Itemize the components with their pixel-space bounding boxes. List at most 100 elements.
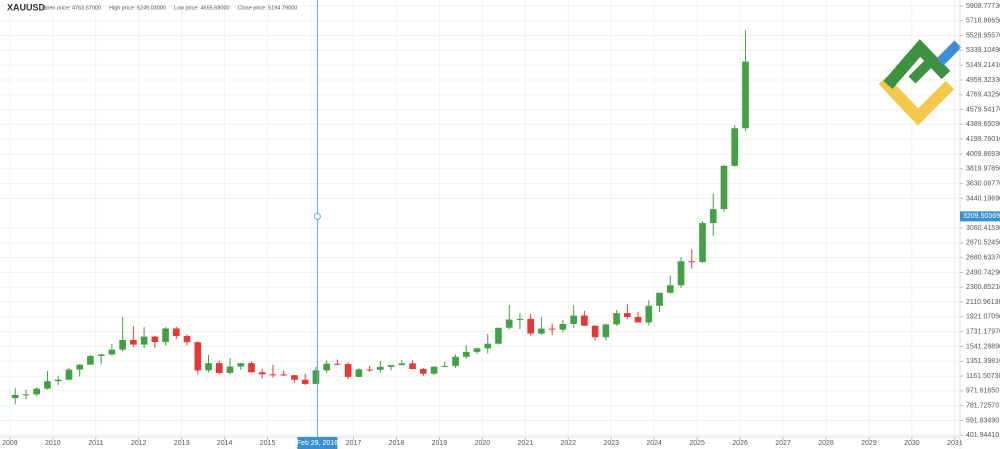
header-field: Close price: 5194.79000 — [238, 5, 298, 11]
x-tick-label: 2031 — [947, 440, 963, 447]
y-tick-label: 3819.97850 — [966, 166, 1000, 173]
candle-body — [183, 336, 191, 343]
y-tick-label: 5908.77730 — [966, 3, 1000, 10]
candle-body — [280, 374, 288, 376]
candle-body — [699, 223, 706, 262]
header-field: High price: 5249.03000 — [109, 5, 166, 11]
y-tick-label: 4199.76010 — [966, 136, 1000, 143]
y-tick-label: 3440.19690 — [966, 195, 1000, 202]
candle-body — [441, 365, 449, 367]
candle-body — [677, 261, 685, 286]
candle-body — [602, 324, 610, 338]
candle-body — [720, 165, 728, 210]
x-tick-label: 2013 — [174, 440, 190, 447]
crosshair-x-label: Feb 29, 2016 — [297, 440, 338, 447]
price-marker-bg — [960, 211, 1000, 222]
candle-body — [731, 128, 739, 166]
logo-green-inner — [908, 58, 934, 84]
logo — [878, 39, 962, 126]
candle-body — [54, 379, 62, 382]
candle-body — [215, 363, 223, 373]
y-tick-label: 2870.52450 — [966, 240, 1000, 247]
candle-body — [323, 363, 330, 371]
x-tick-label: 2018 — [389, 440, 405, 447]
x-tick-label: 2023 — [603, 440, 619, 447]
candle-body — [419, 369, 427, 374]
candle-body — [334, 363, 341, 365]
candle-body — [452, 356, 459, 366]
candle-body — [656, 292, 663, 306]
candle-body — [258, 372, 266, 375]
y-tick-label: 401.94410 — [966, 432, 999, 439]
candle-body — [366, 369, 373, 371]
candle-body — [11, 394, 19, 399]
y-tick-label: 1731.17970 — [966, 328, 1000, 335]
candle-body — [237, 363, 245, 367]
y-tick-label: 2300.85210 — [966, 284, 1000, 291]
y-tick-label: 4959.32330 — [966, 77, 1000, 84]
logo-blue — [936, 40, 962, 66]
candle-body — [559, 324, 567, 330]
price-marker: 3209.50369 — [963, 213, 1000, 220]
y-tick-label: 2680.63370 — [966, 254, 1000, 261]
y-tick-label: 4389.65090 — [966, 121, 1000, 128]
candle-body — [516, 318, 524, 320]
x-tick-label: 2014 — [217, 440, 233, 447]
x-tick-label: 2009 — [2, 440, 18, 447]
candle-body — [742, 61, 749, 129]
candle-body — [33, 388, 41, 395]
y-tick-label: 5528.95570 — [966, 32, 1000, 39]
candle-body — [162, 328, 169, 343]
crosshair-point — [313, 212, 321, 220]
candle-body — [301, 379, 309, 384]
candle-body — [505, 319, 513, 328]
x-tick-label: 2012 — [131, 440, 147, 447]
candle-body — [108, 349, 116, 355]
candle-body — [666, 285, 674, 293]
candle-body — [87, 355, 94, 365]
candle-body — [634, 317, 642, 323]
header-field: Open price: 4763.67000 — [42, 5, 101, 11]
x-tick-label: 2015 — [260, 440, 276, 447]
y-tick-label: 3630.08770 — [966, 180, 1000, 187]
x-tick-label: 2024 — [646, 440, 662, 447]
y-tick-label: 1921.07050 — [966, 314, 1000, 321]
x-tick-label: 2010 — [45, 440, 61, 447]
candle-body — [538, 328, 545, 334]
y-tick-label: 2490.74290 — [966, 269, 1000, 276]
candle-body — [65, 369, 73, 380]
candle-body — [205, 363, 212, 371]
y-tick-label: 4579.54170 — [966, 106, 1000, 113]
candle-body — [462, 351, 470, 357]
y-tick-label: 4769.43250 — [966, 92, 1000, 99]
candle-body — [570, 315, 577, 325]
candle-body — [709, 209, 717, 224]
candle-body — [355, 369, 363, 377]
candle-body — [430, 366, 438, 374]
candle-body — [172, 328, 180, 337]
candle-body — [312, 370, 320, 384]
y-tick-label: 5718.86650 — [966, 18, 1000, 25]
candle-body — [387, 365, 395, 367]
grid — [0, 0, 960, 437]
candle-body — [130, 340, 137, 345]
y-tick-label: 1351.39810 — [966, 358, 1000, 365]
x-tick-label: 2019 — [432, 440, 448, 447]
candle-body — [344, 364, 352, 377]
candle-body — [581, 315, 588, 326]
candle-body — [119, 340, 126, 350]
candle-body — [473, 348, 481, 352]
crosshair-x-label-bg — [297, 437, 338, 449]
candle-body — [44, 381, 51, 389]
y-tick-label: 1541.28890 — [966, 343, 1000, 350]
candle-body — [527, 318, 535, 334]
candle-body — [22, 394, 30, 396]
x-tick-label: 2028 — [818, 440, 834, 447]
candle-body — [688, 261, 696, 263]
x-tick-label: 2029 — [861, 440, 877, 447]
candle-body — [377, 366, 384, 370]
y-tick-label: 971.61650 — [966, 388, 999, 395]
x-tick-label: 2011 — [88, 440, 103, 447]
logo-green — [883, 39, 951, 89]
